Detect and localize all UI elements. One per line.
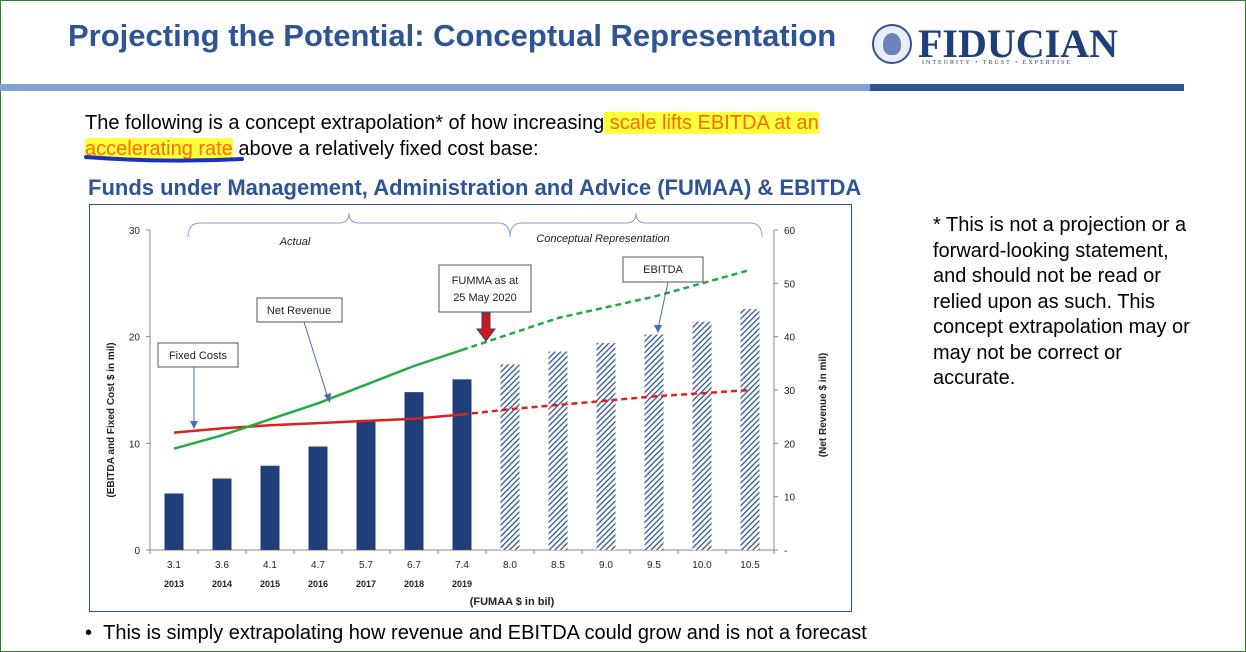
x-tick-label: 3.1 xyxy=(167,560,181,571)
projected-brace xyxy=(509,212,763,238)
ebitda-bar xyxy=(308,446,328,550)
right-tick-label: 60 xyxy=(784,226,796,237)
x-tick-label: 8.5 xyxy=(551,560,565,571)
right-tick-label: 20 xyxy=(784,439,796,450)
fumma-callout-box xyxy=(438,264,532,313)
fumma-callout-line1: FUMMA as at xyxy=(452,275,519,287)
chart-heading: Funds under Management, Administration a… xyxy=(88,175,862,200)
intro-paragraph: The following is a concept extrapolation… xyxy=(85,110,945,162)
hand-underline xyxy=(84,155,244,163)
intro-highlight-2: accelerating rate xyxy=(85,138,233,160)
net-revenue-line-projected xyxy=(461,268,751,352)
net-revenue-line-actual xyxy=(173,348,463,450)
left-tick-label: 30 xyxy=(129,226,141,237)
x-tick-label: 10.0 xyxy=(692,560,712,571)
intro-highlight-1: scale lifts EBITDA at an xyxy=(604,112,819,134)
left-axis-title: (EBITDA and Fixed Cost $ in mil) xyxy=(106,342,117,497)
fixed-costs-arrowhead xyxy=(190,421,198,429)
ebitda-bar xyxy=(356,420,376,550)
ebitda-bar xyxy=(644,334,664,550)
disclaimer-text: * This is not a projection or a forward-… xyxy=(933,214,1190,389)
chart-container: 0 10 20 30 - 10 20 30 40 50 60 3.1 2013 3.6 2014 4.1 201… xyxy=(89,204,852,612)
x-tick-label: 3.6 xyxy=(215,560,229,571)
ebitda-bar xyxy=(164,493,184,550)
seal-icon xyxy=(872,24,912,64)
right-axis-title: (Net Revenue $ in mil) xyxy=(818,353,829,457)
ebitda-callout-box xyxy=(622,256,704,283)
logo-wordmark: FIDUCIAN xyxy=(918,21,1118,66)
ebitda-bar xyxy=(596,343,616,550)
x-tick-label: 9.0 xyxy=(599,560,613,571)
right-tick-label: 40 xyxy=(784,333,796,344)
fumma-callout-line2: 25 May 2020 xyxy=(453,292,517,304)
bullet-point: • This is simply extrapolating how reven… xyxy=(85,622,867,645)
right-tick-label: 10 xyxy=(784,493,796,504)
x-year-label: 2013 xyxy=(164,579,184,589)
projected-brace-label: Conceptual Representation xyxy=(536,233,669,245)
net-revenue-callout-box xyxy=(256,297,343,323)
header-rule-dark xyxy=(870,84,1184,91)
ebitda-bar xyxy=(692,321,712,550)
actual-brace xyxy=(187,212,511,238)
ebitda-bar xyxy=(500,364,520,550)
x-year-label: 2017 xyxy=(356,579,376,589)
ebitda-callout-label: EBITDA xyxy=(643,264,683,276)
intro-text-1: The following is a concept extrapolation… xyxy=(85,112,605,134)
x-year-label: 2014 xyxy=(212,579,232,589)
x-tick-label: 8.0 xyxy=(503,560,517,571)
net-revenue-arrowhead xyxy=(324,393,331,403)
x-tick-label: 9.5 xyxy=(647,560,661,571)
x-year-label: 2015 xyxy=(260,579,280,589)
x-tick-label: 10.5 xyxy=(740,560,760,571)
net-revenue-callout-label: Net Revenue xyxy=(267,305,331,317)
ebitda-arrowhead xyxy=(654,325,662,333)
ebitda-bar xyxy=(212,478,232,550)
bullet-text: This is simply extrapolating how revenue… xyxy=(103,622,867,644)
ebitda-bar xyxy=(260,465,280,550)
x-year-label: 2016 xyxy=(308,579,328,589)
x-axis-title: (FUMAA $ in bil) xyxy=(470,596,555,608)
x-year-label: 2019 xyxy=(452,579,472,589)
right-tick-label: 30 xyxy=(784,386,796,397)
page-title: Projecting the Potential: Conceptual Rep… xyxy=(68,18,837,53)
left-tick-label: 0 xyxy=(134,546,140,557)
intro-text-2: above a relatively fixed cost base: xyxy=(232,138,539,160)
chart: 0 10 20 30 - 10 20 30 40 50 60 3.1 2013 3.6 2014 4.1 201… xyxy=(106,212,829,608)
ebitda-bar xyxy=(740,308,760,550)
bullet-marker: • xyxy=(85,622,93,644)
right-tick-label: - xyxy=(784,546,787,557)
x-tick-label: 4.1 xyxy=(263,560,277,571)
ebitda-bar xyxy=(452,379,472,550)
x-tick-label: 7.4 xyxy=(455,560,469,571)
right-tick-label: 50 xyxy=(784,279,796,290)
x-tick-label: 6.7 xyxy=(407,560,421,571)
x-year-label: 2018 xyxy=(404,579,424,589)
fiducian-logo: FIDUCIAN INTEGRITY • TRUST • EXPERTISE xyxy=(872,21,1118,70)
logo-tagline: INTEGRITY • TRUST • EXPERTISE xyxy=(922,60,1073,66)
fixed-costs-line-actual xyxy=(173,413,463,434)
fixed-costs-callout-box xyxy=(157,342,239,368)
actual-brace-label: Actual xyxy=(279,236,311,248)
header-rule-light xyxy=(0,84,890,91)
ebitda-bar xyxy=(404,392,424,550)
left-tick-label: 10 xyxy=(129,439,141,450)
fixed-costs-callout-label: Fixed Costs xyxy=(169,350,228,362)
x-tick-label: 5.7 xyxy=(359,560,373,571)
ebitda-bar xyxy=(548,351,568,550)
ebitda-callout-arrow xyxy=(657,281,669,330)
net-revenue-callout-arrow xyxy=(303,321,329,399)
fixed-costs-line-projected xyxy=(461,388,751,416)
x-tick-label: 4.7 xyxy=(311,560,325,571)
left-tick-label: 20 xyxy=(129,333,141,344)
fumma-arrow xyxy=(476,312,496,342)
